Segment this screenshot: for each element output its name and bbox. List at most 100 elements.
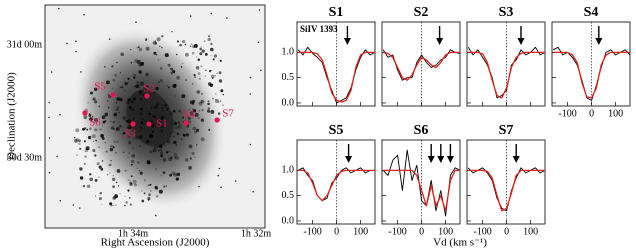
star-speckle: [154, 116, 156, 118]
star-speckle: [116, 106, 119, 109]
star-speckle: [149, 134, 153, 138]
velocity-arrow: [446, 144, 454, 163]
star-speckle: [218, 71, 222, 75]
star-speckle: [89, 177, 93, 182]
field-star: [252, 190, 254, 193]
star-speckle: [186, 124, 190, 128]
star-speckle: [171, 31, 173, 33]
star-speckle: [107, 93, 110, 96]
star-speckle: [155, 168, 158, 171]
field-star: [249, 143, 252, 146]
field-star: [164, 108, 166, 110]
star-speckle: [136, 46, 139, 49]
star-speckle: [195, 128, 200, 132]
field-star: [112, 65, 114, 67]
star-speckle: [177, 121, 181, 124]
star-speckle: [129, 179, 131, 182]
star-speckle: [189, 157, 192, 160]
star-speckle: [192, 126, 197, 131]
star-speckle: [92, 98, 95, 100]
star-speckle: [152, 115, 155, 118]
star-speckle: [145, 139, 150, 144]
star-speckle: [200, 99, 204, 104]
star-speckle: [194, 156, 196, 158]
star-speckle: [156, 195, 159, 198]
arrow-head: [345, 156, 353, 163]
y-tick-label: 30d 30m: [7, 152, 43, 163]
star-speckle: [211, 74, 215, 79]
star-speckle: [140, 121, 144, 125]
field-star: [106, 100, 109, 102]
star-speckle: [201, 109, 204, 112]
field-star: [72, 204, 75, 206]
star-speckle: [148, 112, 151, 115]
field-star: [249, 93, 251, 95]
star-speckle: [119, 97, 123, 102]
star-speckle: [219, 100, 222, 102]
star-speckle: [145, 72, 149, 77]
star-speckle: [160, 154, 164, 158]
star-speckle: [166, 139, 171, 144]
star-speckle: [188, 166, 192, 170]
star-speckle: [133, 98, 136, 101]
star-speckle: [159, 79, 163, 83]
star-speckle: [110, 144, 113, 148]
star-speckle: [162, 171, 166, 175]
star-speckle: [156, 146, 159, 149]
star-speckle: [160, 175, 162, 177]
star-speckle: [116, 61, 118, 64]
star-speckle: [132, 147, 134, 150]
star-speckle: [195, 66, 200, 70]
star-speckle: [133, 76, 136, 79]
star-speckle: [92, 148, 96, 152]
star-speckle: [112, 146, 115, 149]
star-speckle: [173, 152, 178, 157]
star-speckle: [120, 52, 124, 57]
star-speckle: [94, 100, 98, 104]
star-speckle: [137, 161, 140, 164]
star-speckle: [194, 112, 199, 117]
arrow-head: [343, 38, 351, 45]
star-speckle: [215, 93, 217, 95]
field-star: [104, 66, 106, 68]
star-speckle: [194, 76, 196, 78]
star-speckle: [210, 42, 213, 46]
field-star: [133, 138, 135, 140]
star-speckle: [176, 75, 181, 80]
arrow-head: [595, 38, 603, 45]
star-speckle: [178, 109, 181, 113]
field-star: [73, 136, 76, 139]
star-speckle: [119, 86, 121, 88]
star-speckle: [210, 55, 212, 57]
star-speckle: [162, 158, 167, 162]
star-speckle: [89, 173, 92, 176]
star-speckle: [154, 105, 158, 109]
star-speckle: [188, 109, 191, 111]
x-tick-label: 0: [334, 226, 339, 237]
panel-title: S4: [584, 5, 599, 20]
star-speckle: [145, 38, 148, 41]
star-speckle: [152, 41, 157, 45]
field-star: [59, 113, 61, 116]
star-speckle: [99, 192, 103, 195]
star-speckle: [124, 169, 127, 172]
star-speckle: [98, 176, 100, 178]
star-speckle: [126, 100, 130, 105]
model-fit: [553, 51, 630, 99]
star-speckle: [94, 154, 97, 157]
star-speckle: [109, 172, 111, 174]
star-speckle: [143, 86, 147, 90]
star-speckle: [139, 81, 145, 86]
field-star: [260, 69, 262, 72]
star-speckle: [131, 108, 135, 112]
field-star: [234, 180, 237, 182]
star-speckle: [138, 169, 141, 172]
star-speckle: [112, 87, 114, 89]
sightline-label: S3: [124, 128, 136, 140]
spectrum: [467, 167, 546, 212]
star-speckle: [222, 104, 224, 107]
sightline-label: S2: [143, 83, 155, 95]
star-speckle: [207, 100, 210, 103]
star-speckle: [192, 45, 196, 49]
panel-frame: [296, 21, 376, 107]
